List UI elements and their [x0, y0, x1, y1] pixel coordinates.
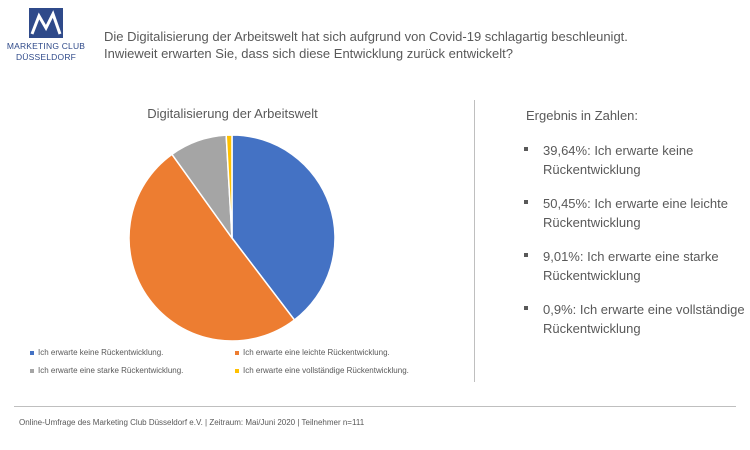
results-list: 39,64%: Ich erwarte keine Rückentwicklun… [520, 141, 745, 353]
result-text: 50,45%: Ich erwarte eine leichte Rückent… [543, 196, 728, 230]
footer-source: Online-Umfrage des Marketing Club Düssel… [19, 418, 365, 427]
legend-swatch [30, 350, 34, 355]
chart-title: Digitalisierung der Arbeitswelt [147, 106, 318, 121]
result-text: 0,9%: Ich erwarte eine vollständige Rück… [543, 302, 745, 336]
headline-line1: Die Digitalisierung der Arbeitswelt hat … [104, 29, 628, 44]
logo-text-line2: DÜSSELDORF [15, 52, 77, 62]
result-item-3: 9,01%: Ich erwarte eine starke Rückentwi… [520, 247, 745, 285]
legend-label: Ich erwarte keine Rückentwicklung. [38, 348, 164, 357]
headline: Die Digitalisierung der Arbeitswelt hat … [104, 28, 704, 62]
legend-item-2: Ich erwarte eine leichte Rückentwicklung… [235, 348, 390, 357]
legend-item-1: Ich erwarte keine Rückentwicklung. [30, 348, 163, 357]
bullet-icon [524, 147, 528, 151]
legend-swatch [30, 368, 34, 373]
pie-slice-1 [231, 134, 336, 321]
bullet-icon [524, 306, 528, 310]
bullet-icon [524, 253, 528, 257]
bullet-icon [524, 200, 528, 204]
result-text: 9,01%: Ich erwarte eine starke Rückentwi… [543, 249, 719, 283]
legend-item-3: Ich erwarte eine starke Rückentwicklung. [30, 366, 183, 375]
marketing-club-logo: MARKETING CLUB DÜSSELDORF [6, 8, 86, 63]
legend-label: Ich erwarte eine vollständige Rückentwic… [243, 366, 409, 375]
pie-chart [128, 134, 336, 342]
result-item-1: 39,64%: Ich erwarte keine Rückentwicklun… [520, 141, 745, 179]
logo-mark-icon [29, 8, 63, 38]
legend-swatch [235, 368, 239, 373]
headline-line2: Inwieweit erwarten Sie, dass sich diese … [104, 46, 513, 61]
result-item-4: 0,9%: Ich erwarte eine vollständige Rück… [520, 300, 745, 338]
pie-slice-2 [128, 153, 296, 342]
footer-divider [14, 406, 736, 407]
result-item-2: 50,45%: Ich erwarte eine leichte Rückent… [520, 194, 745, 232]
legend-swatch [235, 350, 239, 355]
legend-label: Ich erwarte eine starke Rückentwicklung. [38, 366, 184, 375]
result-text: 39,64%: Ich erwarte keine Rückentwicklun… [543, 143, 694, 177]
vertical-divider [474, 100, 475, 382]
legend-item-4: Ich erwarte eine vollständige Rückentwic… [235, 366, 409, 375]
pie-slice-4 [225, 134, 233, 239]
logo-text-line1: MARKETING CLUB [6, 41, 86, 51]
legend-label: Ich erwarte eine leichte Rückentwicklung… [243, 348, 390, 357]
results-title: Ergebnis in Zahlen: [526, 108, 639, 123]
